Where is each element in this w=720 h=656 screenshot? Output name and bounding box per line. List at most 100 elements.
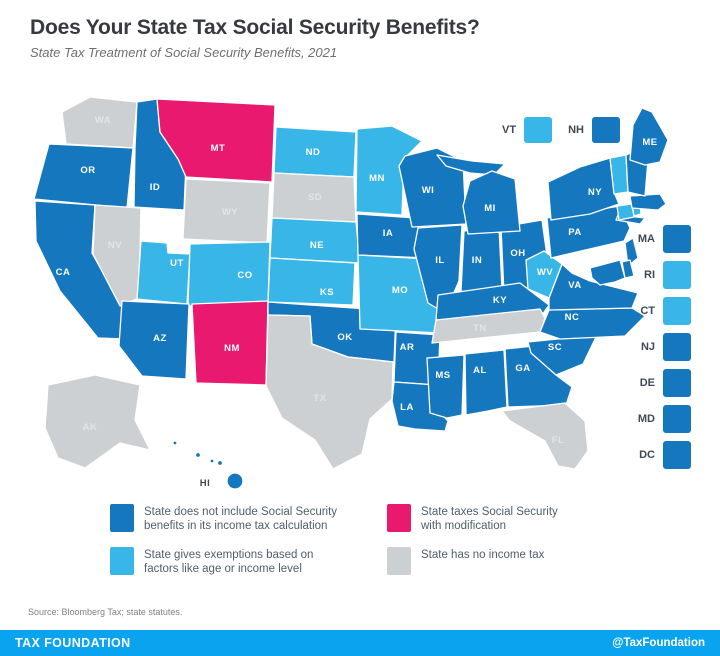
legend-item-no-tax: State does not include Social Security b… [110,504,337,533]
state-ma [629,193,667,211]
legend-swatch-exemptions [110,547,134,575]
east-row-ma: MA [585,225,691,253]
page-subtitle: State Tax Treatment of Social Security B… [30,45,338,60]
state-label-mo: MO [392,285,408,296]
state-label-ks: KS [320,287,334,298]
state-label-in: IN [472,255,483,266]
state-label-mn: MN [369,173,385,184]
state-label-mi: MI [484,203,496,214]
east-swatch-ma [663,225,691,253]
state-tx [265,314,394,470]
state-mt [156,98,276,183]
east-swatch-ct [663,297,691,325]
state-hi [226,472,244,490]
state-md [589,259,626,286]
state-wa [61,96,138,149]
source-note: Source: Bloomberg Tax; state statutes. [28,607,183,617]
state-label-nm: NM [224,343,240,354]
state-label-ne: NE [310,240,324,251]
state-label-wi: WI [422,185,435,196]
east-swatch-dc [663,441,691,469]
state-va [548,263,639,311]
vt-nh-inset-legend: VT NH [502,117,620,143]
state-label-ms: MS [435,370,450,381]
east-row-md: MD [585,405,691,433]
legend-label-no-income-tax: State has no income tax [421,549,545,561]
legend-label-no-tax: State does not include Social Security b… [144,506,338,532]
inset-label-vt: VT [502,124,517,136]
legend-label-exemptions: State gives exemptions based on factors … [144,549,314,575]
state-label-mt: MT [211,143,226,154]
legend-item-no-income-tax: State has no income tax [387,547,544,575]
state-label-sc: SC [548,342,562,353]
footer-brand: TAX FOUNDATION [15,636,131,650]
east-label-nj: NJ [640,341,655,353]
state-vt [609,154,629,195]
state-label-tn: TN [473,323,487,334]
state-label-nd: ND [306,147,321,158]
east-label-ri: RI [644,269,655,281]
legend-swatch-modification [387,504,411,532]
east-swatch-ri [663,261,691,289]
east-label-ct: CT [640,305,655,317]
inset-swatch-vt [524,117,553,143]
legend-item-exemptions: State gives exemptions based on factors … [110,547,313,576]
state-az [118,300,190,380]
state-label-wy: WY [222,207,238,218]
east-label-ma: MA [637,233,655,245]
legend-label-modification: State taxes Social Security with modific… [421,506,558,532]
state-label-ca: CA [56,267,71,278]
state-ct [616,203,635,221]
state-me [629,107,669,166]
state-label-me: ME [642,137,657,148]
east-swatch-md [663,405,691,433]
state-nj [624,237,639,267]
state-label-ok: OK [337,332,352,343]
state-mi [462,170,521,235]
page-title: Does Your State Tax Social Security Bene… [30,16,480,39]
state-label-wv: WV [537,267,553,278]
east-swatch-nj [663,333,691,361]
state-label-ar: AR [400,342,415,353]
state-hi [209,458,215,464]
state-label-la: LA [400,402,414,413]
state-label-sd: SD [308,192,322,203]
state-label-ky: KY [493,295,507,306]
footer-twitter-handle[interactable]: @TaxFoundation [612,637,705,649]
state-label-id: ID [150,182,161,193]
state-hi [194,451,202,459]
state-or [33,143,134,209]
inset-label-nh: NH [568,124,584,136]
state-ny [547,157,620,221]
legend-swatch-no-tax [110,504,134,532]
state-label-va: VA [568,280,582,291]
inset-swatch-nh [591,117,620,143]
state-label-nc: NC [565,312,580,323]
east-label-de: DE [639,377,655,389]
state-label-ga: GA [515,363,530,374]
state-label-nv: NV [108,240,122,251]
state-hi [216,459,224,467]
state-ms [426,354,465,419]
state-ut [136,240,191,305]
state-label-fl: FL [552,435,565,446]
east-label-md: MD [637,413,655,425]
state-fl [501,402,589,470]
state-label-ak: AK [83,422,98,433]
state-label-ia: IA [383,228,394,239]
state-label-oh: OH [510,248,525,259]
east-row-ct: CT [585,297,691,325]
east-swatch-de [663,369,691,397]
east-row-dc: DC [585,441,691,469]
state-label-ut: UT [170,258,184,269]
state-al [464,349,508,416]
state-label-az: AZ [153,333,167,344]
state-label-co: CO [237,270,252,281]
state-label-al: AL [473,365,487,376]
state-co [187,241,271,307]
state-hi [172,440,178,446]
east-label-dc: DC [639,449,655,461]
footer-bar: TAX FOUNDATION @TaxFoundation [0,630,720,656]
legend-swatch-no-income-tax [387,547,411,575]
